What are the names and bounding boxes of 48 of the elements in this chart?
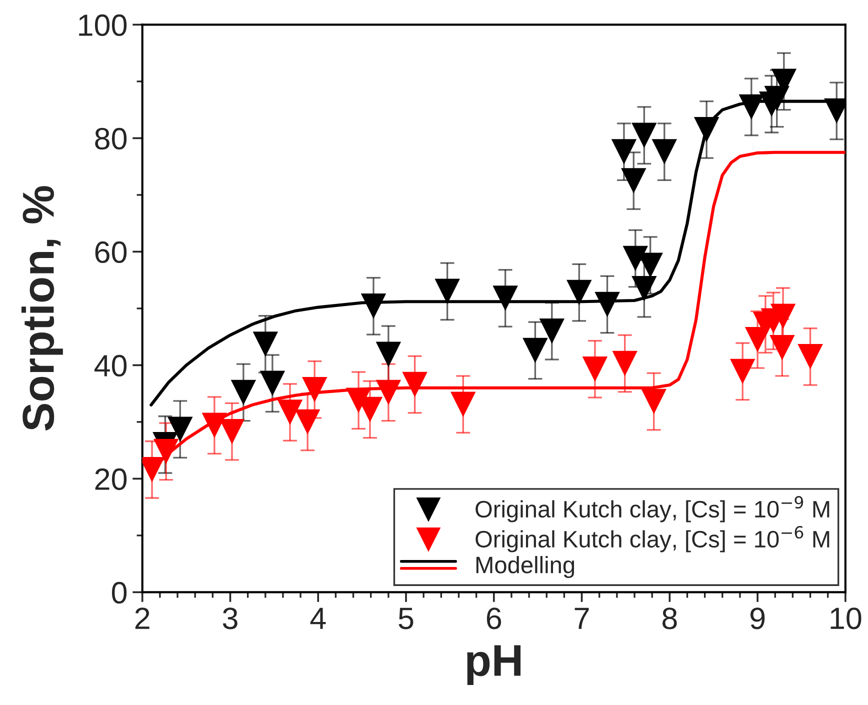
y-tick-label: 40 bbox=[94, 354, 127, 377]
point bbox=[632, 122, 657, 148]
point bbox=[641, 388, 666, 414]
y-tick-label: 0 bbox=[112, 582, 127, 604]
point bbox=[621, 168, 646, 194]
y-axis-title: Sorption, % bbox=[21, 186, 63, 431]
y-tick-label: 80 bbox=[95, 128, 127, 150]
y-tick-label: 100 bbox=[79, 14, 127, 36]
point bbox=[566, 280, 592, 306]
point bbox=[582, 356, 608, 382]
legend-label: Modelling bbox=[476, 556, 574, 578]
legend-label: Original Kutch clay, [Cs] = 10$^{−6}$ M bbox=[476, 526, 830, 552]
point bbox=[622, 246, 648, 272]
x-tick-label: 5 bbox=[398, 608, 414, 630]
point bbox=[612, 350, 638, 376]
legend-label: Original Kutch clay, [Cs] = 10$^{−9}$ M bbox=[476, 496, 830, 522]
x-tick-label: 7 bbox=[574, 608, 589, 629]
x-axis-title: pH bbox=[467, 645, 521, 686]
point bbox=[730, 358, 756, 384]
point bbox=[252, 332, 278, 357]
point bbox=[294, 409, 320, 435]
y-tick-label: 60 bbox=[95, 241, 127, 264]
point bbox=[522, 338, 548, 364]
point bbox=[402, 372, 428, 398]
x-tick-label: 2 bbox=[135, 608, 150, 629]
point bbox=[434, 278, 460, 304]
x-tick-label: 9 bbox=[750, 608, 765, 630]
x-tick-label: 3 bbox=[222, 608, 238, 630]
point bbox=[770, 334, 795, 360]
x-tick-label: 10 bbox=[830, 608, 862, 630]
point bbox=[302, 376, 328, 402]
x-tick-label: 4 bbox=[310, 608, 326, 629]
point bbox=[168, 416, 193, 442]
point bbox=[632, 276, 657, 302]
x-tick-label: 6 bbox=[486, 608, 502, 630]
point bbox=[539, 318, 565, 344]
point bbox=[450, 392, 476, 417]
point bbox=[770, 304, 796, 329]
point bbox=[652, 139, 678, 164]
x-tick-label: 8 bbox=[662, 608, 677, 630]
point bbox=[376, 342, 402, 368]
point bbox=[277, 400, 303, 425]
y-tick-label: 20 bbox=[95, 468, 127, 490]
point bbox=[611, 139, 637, 164]
point bbox=[230, 380, 256, 406]
point bbox=[798, 344, 823, 370]
point bbox=[492, 286, 518, 311]
point bbox=[260, 370, 286, 396]
